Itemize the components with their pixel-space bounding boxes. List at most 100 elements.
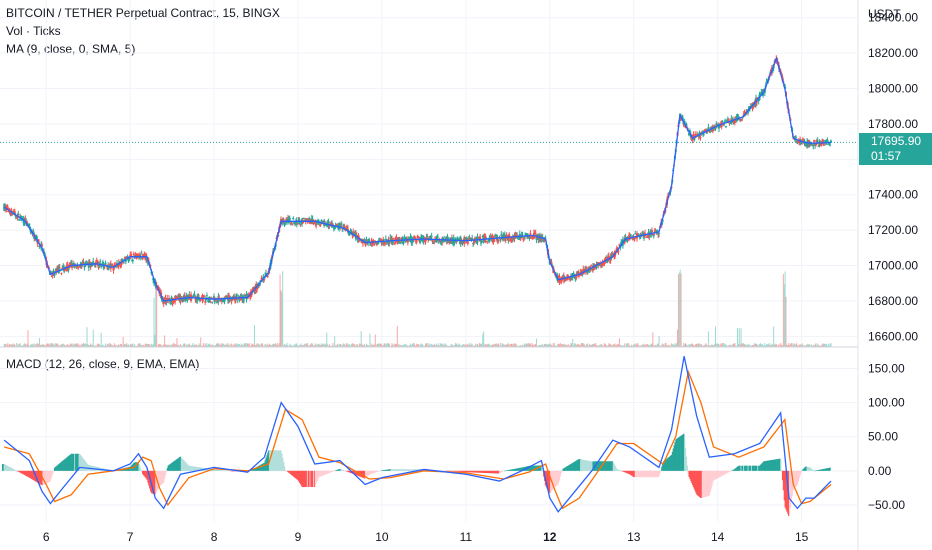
candle-body <box>175 296 178 298</box>
volume-bar <box>268 343 270 347</box>
macd-histogram-bar <box>51 470 53 477</box>
volume-bar <box>485 344 487 347</box>
macd-histogram-bar <box>692 470 694 486</box>
volume-bar <box>171 344 173 347</box>
macd-histogram-bar <box>466 470 468 473</box>
volume-bar <box>193 344 195 347</box>
volume-bar <box>95 345 97 347</box>
volume-bar <box>387 343 389 347</box>
volume-bar <box>121 345 123 347</box>
macd-histogram-bar <box>198 467 200 471</box>
volume-bar <box>660 345 662 347</box>
volume-bar <box>82 344 84 347</box>
macd-histogram-bar <box>453 470 455 472</box>
candle-body <box>49 271 52 273</box>
macd-histogram-bar <box>632 470 634 477</box>
macd-histogram-bar <box>660 469 662 471</box>
macd-histogram-bar <box>137 462 139 471</box>
candle-body <box>80 265 83 267</box>
volume-bar <box>175 344 177 347</box>
volume-bar <box>165 344 167 347</box>
macd-histogram-bar <box>646 470 648 478</box>
candle-body <box>363 239 366 243</box>
macd-histogram-bar <box>182 459 184 471</box>
macd-histogram-bar <box>508 469 510 471</box>
volume-bar <box>483 331 485 347</box>
volume-bar <box>373 344 375 347</box>
volume-bar <box>21 345 23 347</box>
volume-bar <box>321 344 323 347</box>
volume-bar <box>117 345 119 347</box>
macd-histogram-bar <box>785 470 787 510</box>
volume-bar <box>18 344 20 347</box>
volume-bar <box>590 344 592 347</box>
candle-body <box>204 301 207 303</box>
macd-line <box>3 356 832 513</box>
volume-bar <box>202 345 204 347</box>
macd-histogram-bar <box>769 460 771 471</box>
volume-bar <box>560 344 562 347</box>
volume-bar <box>781 345 783 347</box>
macd-histogram-bar <box>409 469 411 471</box>
macd-histogram-bar <box>340 469 342 471</box>
volume-bar <box>114 344 116 347</box>
macd-histogram-bar <box>565 467 567 471</box>
macd-histogram-bar <box>335 470 338 471</box>
macd-histogram-bar <box>323 470 325 476</box>
volume-bar <box>196 345 198 347</box>
candle-body <box>263 279 266 281</box>
volume-bar <box>681 345 683 347</box>
macd-histogram-bar <box>399 469 401 471</box>
volume-bar <box>328 345 330 347</box>
volume-bar <box>770 345 772 347</box>
volume-bar <box>507 343 509 347</box>
volume-bar <box>682 345 684 347</box>
candle-body <box>346 227 349 229</box>
volume-bar <box>217 343 219 347</box>
macd-histogram-bar <box>361 470 363 478</box>
volume-bar <box>497 343 499 347</box>
candle-body <box>466 240 469 245</box>
volume-bar <box>64 344 66 347</box>
macd-histogram-bar <box>610 461 613 471</box>
macd-histogram-bar <box>304 470 306 488</box>
volume-bar <box>584 345 586 347</box>
volume-bar <box>195 344 197 347</box>
macd-histogram-bar <box>558 470 560 483</box>
volume-bar <box>699 344 701 347</box>
volume-bar <box>520 344 522 347</box>
macd-histogram-bar <box>704 470 706 498</box>
macd-histogram-bar <box>718 470 720 478</box>
macd-histogram-bar <box>415 469 417 471</box>
volume-bar <box>813 344 815 347</box>
macd-histogram-bar <box>724 470 726 475</box>
macd-histogram-bar <box>27 470 29 477</box>
volume-bar <box>151 344 153 347</box>
candle-body <box>52 271 55 273</box>
volume-bar <box>59 345 61 347</box>
volume-bar <box>149 344 151 347</box>
macd-histogram-bar <box>305 470 308 488</box>
volume-bar <box>85 343 87 347</box>
volume-bar <box>285 344 287 347</box>
macd-histogram-bar <box>789 470 792 508</box>
macd-histogram-bar <box>172 461 175 471</box>
candle-body <box>722 124 725 126</box>
macd-histogram-bar <box>384 469 386 471</box>
macd-histogram-bar <box>33 470 35 481</box>
candle-body <box>131 259 134 261</box>
macd-histogram-bar <box>698 470 700 497</box>
candle-body <box>456 237 459 240</box>
volume-bar <box>595 345 597 347</box>
macd-histogram-bar <box>86 463 88 471</box>
volume-bar <box>526 343 528 347</box>
volume-bar <box>112 345 114 347</box>
macd-histogram-bar <box>20 470 22 474</box>
volume-bar <box>714 344 716 347</box>
volume-bar <box>620 345 622 347</box>
macd-histogram-bar <box>313 470 316 488</box>
macd-histogram-bar <box>200 467 202 471</box>
macd-histogram-bar <box>186 463 188 471</box>
macd-histogram-bar <box>177 458 179 471</box>
